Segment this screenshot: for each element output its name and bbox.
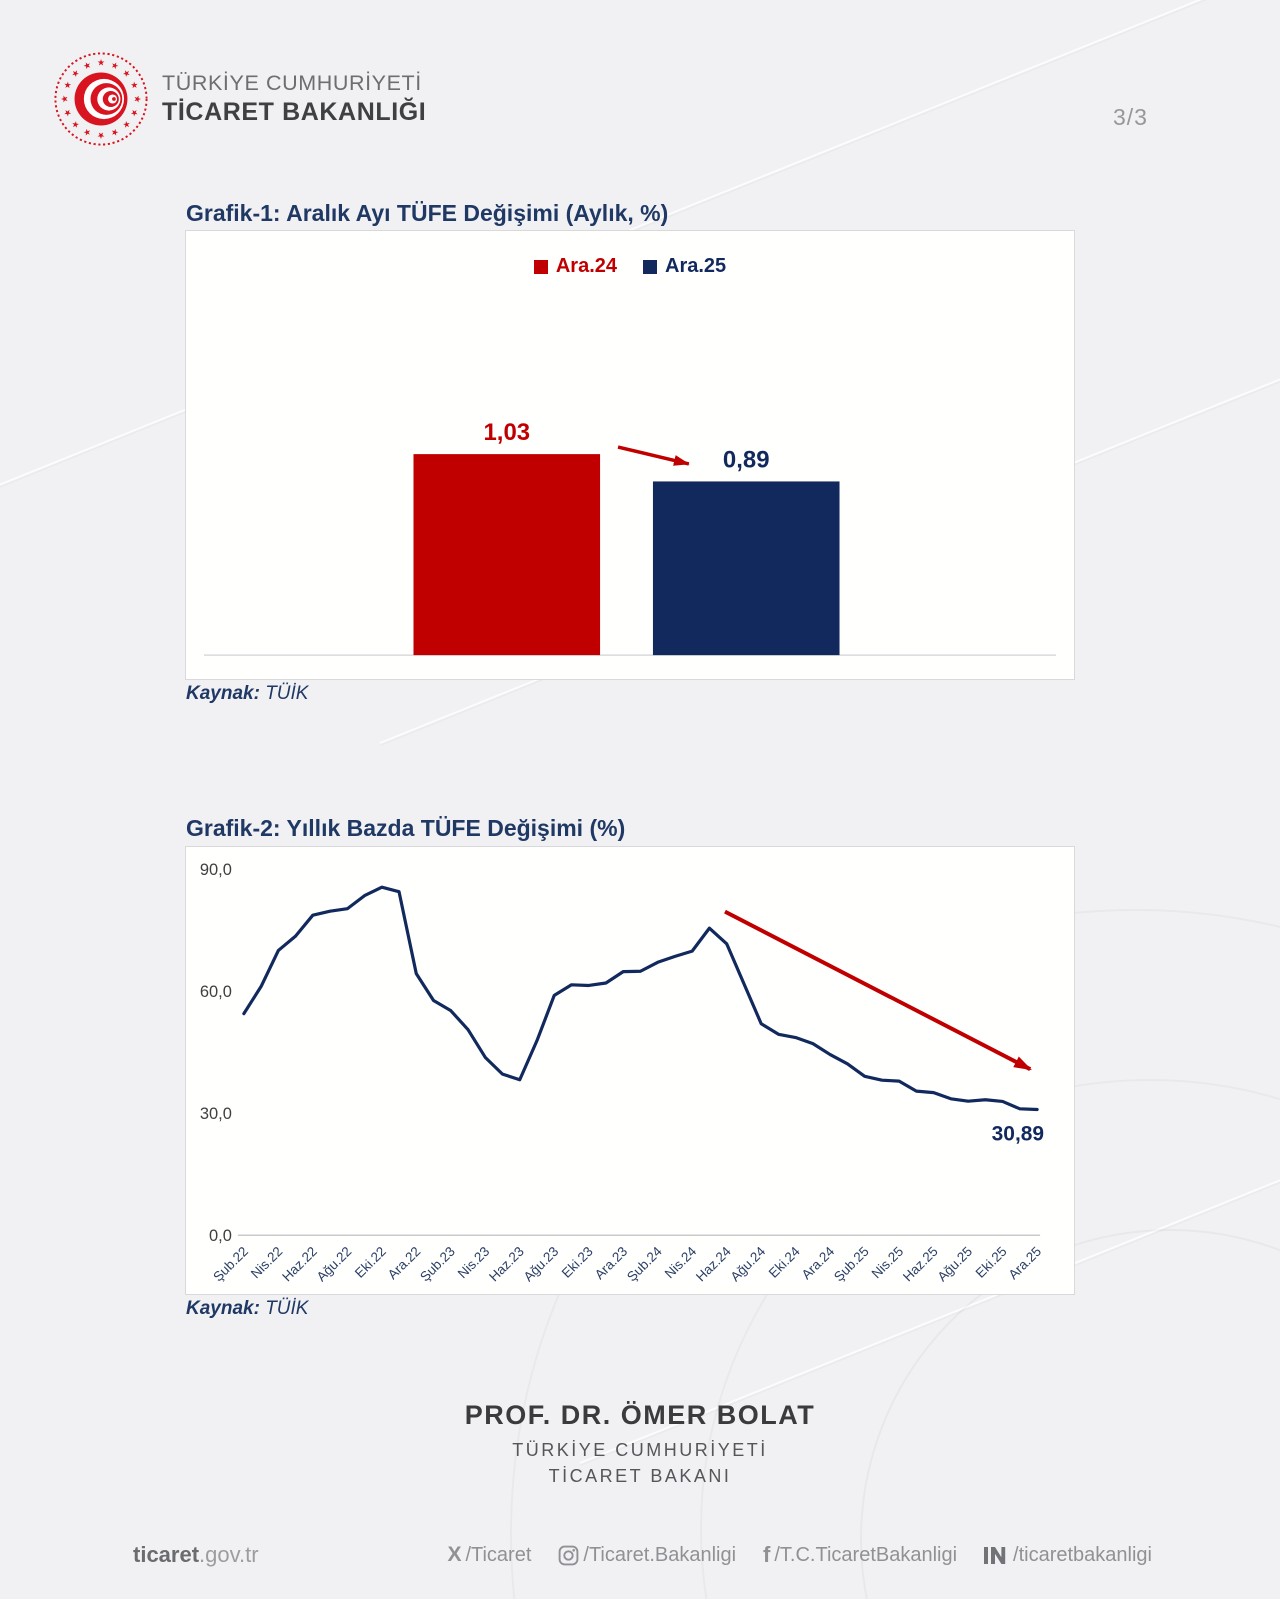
ministry-name-line1: TÜRKİYE CUMHURİYETİ bbox=[162, 71, 422, 95]
social-x-handle: /Ticaret bbox=[465, 1543, 532, 1566]
svg-text:Şub.22: Şub.22 bbox=[210, 1244, 251, 1285]
svg-text:Ara.23: Ara.23 bbox=[592, 1244, 631, 1283]
svg-text:★: ★ bbox=[109, 59, 120, 71]
nsosyal-icon bbox=[984, 1546, 1009, 1564]
svg-text:Haz.22: Haz.22 bbox=[279, 1244, 320, 1285]
chart2-panel: 0,0 30,0 60,0 90,0 Şub.22 Nis.22 Haz.22 Ağu.22 E… bbox=[185, 846, 1075, 1295]
legend-label-ara24: Ara.24 bbox=[555, 255, 617, 277]
minister-name: PROF. DR. ÖMER BOLAT bbox=[464, 1400, 816, 1430]
svg-text:★: ★ bbox=[109, 126, 120, 138]
social-nsosyal[interactable]: /ticaretbakanligi bbox=[984, 1544, 1152, 1567]
ministry-wordmark: TÜRKİYE CUMHURİYETİ TİCARET BAKANLIĞI bbox=[162, 71, 426, 127]
svg-text:Eki.24: Eki.24 bbox=[766, 1243, 803, 1280]
svg-text:★: ★ bbox=[97, 130, 105, 140]
svg-text:★: ★ bbox=[120, 118, 133, 131]
svg-text:30,0: 30,0 bbox=[200, 1105, 232, 1123]
svg-text:Ara.25: Ara.25 bbox=[1006, 1244, 1045, 1283]
svg-text:★: ★ bbox=[128, 80, 140, 91]
website-bold: ticaret bbox=[133, 1542, 200, 1567]
svg-text:Ağu.24: Ağu.24 bbox=[728, 1243, 769, 1284]
legend-swatch-ara25 bbox=[643, 259, 657, 274]
svg-text:1,03: 1,03 bbox=[483, 419, 530, 446]
svg-text:Ara.24: Ara.24 bbox=[799, 1243, 838, 1282]
svg-text:Ağu.25: Ağu.25 bbox=[934, 1244, 975, 1285]
website-link[interactable]: ticaret.gov.tr bbox=[133, 1542, 259, 1568]
svg-text:Şub.24: Şub.24 bbox=[624, 1243, 665, 1284]
svg-text:Haz.25: Haz.25 bbox=[900, 1244, 941, 1285]
chart2-title: Grafik-2: Yıllık Bazda TÜFE Değişimi (%) bbox=[186, 815, 626, 841]
svg-text:Ağu.22: Ağu.22 bbox=[314, 1244, 355, 1285]
svg-text:0,0: 0,0 bbox=[209, 1227, 232, 1245]
svg-text:60,0: 60,0 bbox=[200, 983, 232, 1001]
social-x[interactable]: X /Ticaret bbox=[447, 1543, 531, 1567]
website-rest: .gov.tr bbox=[199, 1542, 259, 1567]
svg-text:Ağu.23: Ağu.23 bbox=[521, 1244, 562, 1285]
chart1-legend: Ara.24 Ara.25 bbox=[186, 255, 1074, 278]
svg-text:★: ★ bbox=[97, 58, 105, 68]
svg-text:★: ★ bbox=[69, 67, 82, 80]
header: ★ ★ ★ ★ ★ ★ ★ ★ ★ ★ ★ ★ ★ ★ ★ ★ bbox=[52, 50, 426, 148]
source-label: Kaynak: bbox=[186, 1298, 260, 1319]
chart2-source: Kaynak: TÜİK bbox=[186, 1298, 308, 1320]
svg-text:★: ★ bbox=[61, 79, 73, 90]
svg-text:0,89: 0,89 bbox=[723, 447, 770, 474]
social-facebook-handle: /T.C.TicaretBakanligi bbox=[774, 1543, 958, 1566]
social-facebook[interactable]: f /T.C.TicaretBakanligi bbox=[763, 1542, 957, 1568]
ministry-name-line2: TİCARET BAKANLIĞI bbox=[162, 98, 427, 126]
bar-chart-canvas: 1,03 0,89 bbox=[203, 419, 1057, 656]
chart1-title: Grafik-1: Aralık Ayı TÜFE Değişimi (Aylı… bbox=[186, 200, 669, 226]
page-number: 3/3 bbox=[1113, 104, 1148, 130]
source-value: TÜİK bbox=[265, 1298, 309, 1319]
svg-text:★: ★ bbox=[60, 95, 70, 103]
svg-text:Eki.23: Eki.23 bbox=[559, 1244, 596, 1281]
legend-item-ara24: Ara.24 bbox=[533, 255, 617, 278]
svg-text:90,0: 90,0 bbox=[200, 861, 232, 879]
legend-swatch-ara24 bbox=[533, 259, 548, 274]
svg-text:Haz.24: Haz.24 bbox=[693, 1243, 734, 1284]
svg-text:Eki.22: Eki.22 bbox=[352, 1244, 389, 1281]
svg-text:★: ★ bbox=[132, 95, 142, 103]
social-nsosyal-handle: /ticaretbakanligi bbox=[1013, 1543, 1152, 1566]
facebook-icon: f bbox=[763, 1542, 771, 1567]
svg-text:30,89: 30,89 bbox=[992, 1122, 1044, 1145]
legend-item-ara25: Ara.25 bbox=[643, 255, 726, 278]
chart1-panel: Ara.24 Ara.25 1,03 0,89 bbox=[185, 230, 1075, 680]
footer-bar: ticaret.gov.tr X /Ticaret /Ticaret.Bakan… bbox=[0, 1542, 1280, 1568]
minister-title-line2: TİCARET BAKANI bbox=[548, 1466, 732, 1486]
svg-text:Ara.22: Ara.22 bbox=[385, 1244, 424, 1283]
social-links: X /Ticaret /Ticaret.Bakanligi f /T.C.Tic… bbox=[447, 1542, 1152, 1568]
ministry-emblem-icon: ★ ★ ★ ★ ★ ★ ★ ★ ★ ★ ★ ★ ★ ★ ★ ★ bbox=[54, 52, 148, 146]
source-label: Kaynak: bbox=[186, 683, 260, 704]
svg-text:Eki.25: Eki.25 bbox=[973, 1244, 1010, 1281]
svg-text:★: ★ bbox=[61, 107, 73, 118]
svg-text:★: ★ bbox=[69, 118, 82, 131]
x-icon: X bbox=[447, 1543, 462, 1566]
minister-title-line1: TÜRKİYE CUMHURİYETİ bbox=[512, 1440, 768, 1460]
svg-text:★: ★ bbox=[82, 59, 93, 71]
instagram-icon bbox=[558, 1545, 579, 1566]
social-instagram-handle: /Ticaret.Bakanligi bbox=[583, 1543, 737, 1566]
svg-text:★: ★ bbox=[128, 107, 140, 118]
svg-text:Şub.25: Şub.25 bbox=[831, 1244, 872, 1285]
line-chart-canvas: 0,030,060,090,0Şub.22Nis.22Haz.22Ağu.22E… bbox=[200, 861, 1045, 1285]
source-value: TÜİK bbox=[265, 683, 309, 704]
signature-block: PROF. DR. ÖMER BOLAT TÜRKİYE CUMHURİYETİ… bbox=[0, 1400, 1280, 1487]
legend-label-ara25: Ara.25 bbox=[665, 255, 727, 277]
svg-text:Haz.23: Haz.23 bbox=[486, 1244, 527, 1285]
svg-text:★: ★ bbox=[120, 67, 133, 80]
svg-text:Şub.23: Şub.23 bbox=[417, 1244, 458, 1285]
social-instagram[interactable]: /Ticaret.Bakanligi bbox=[558, 1544, 736, 1567]
chart1-source: Kaynak: TÜİK bbox=[186, 683, 308, 705]
svg-text:★: ★ bbox=[81, 126, 92, 138]
